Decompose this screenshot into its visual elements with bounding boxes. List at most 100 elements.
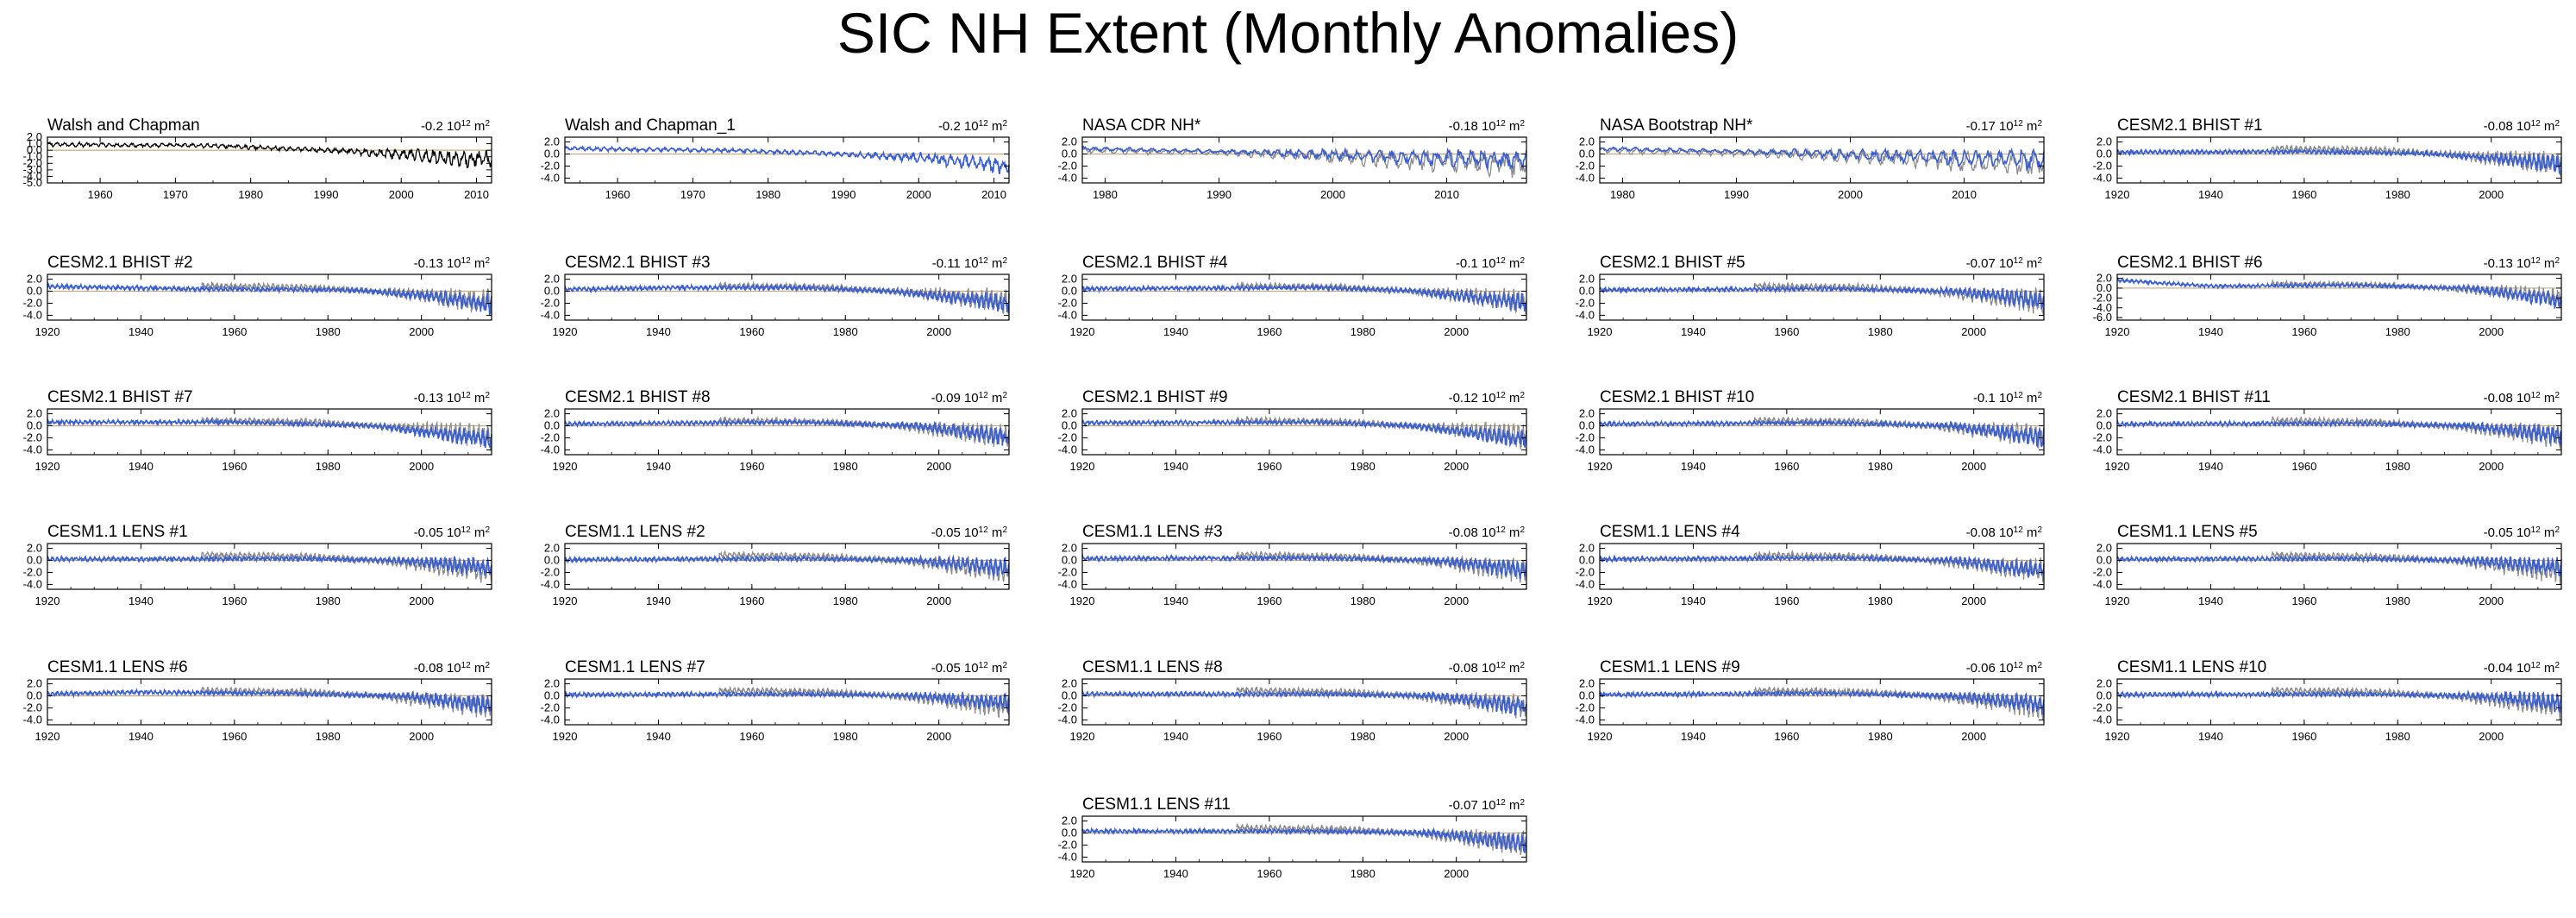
series-line bbox=[564, 689, 1010, 713]
y-tick-label: -2.0 bbox=[1576, 431, 1595, 443]
y-tick-label: 2.0 bbox=[1579, 677, 1595, 690]
plot-frame bbox=[564, 136, 1010, 184]
y-tick-label: 2.0 bbox=[27, 273, 42, 286]
panel: CESM1.1 LENS #9 -0.06 1012 m2 2.00.0-2.0-4… bbox=[1576, 658, 2045, 743]
x-tick-label: 1980 bbox=[1868, 460, 1893, 473]
y-tick-label: 0.0 bbox=[1062, 148, 1077, 160]
y-tick-label: 0.0 bbox=[27, 689, 42, 702]
panel-title: CESM1.1 LENS #3 bbox=[1082, 523, 1223, 541]
panel-title: NASA CDR NH* bbox=[1082, 116, 1201, 135]
y-tick-label: -3.0 bbox=[23, 163, 42, 176]
plot-frame bbox=[1081, 274, 1527, 321]
panel-title: Walsh and Chapman bbox=[47, 116, 200, 135]
series-line bbox=[47, 140, 492, 169]
x-tick-label: 1980 bbox=[1351, 730, 1376, 743]
x-tick-label: 2000 bbox=[2479, 188, 2504, 201]
x-tick-label: 1940 bbox=[128, 594, 154, 607]
y-tick-label: -2.0 bbox=[1576, 701, 1595, 714]
x-tick-label: 1960 bbox=[1257, 594, 1282, 607]
y-tick-label: -4.0 bbox=[1058, 577, 1077, 590]
panel-title: CESM2.1 BHIST #8 bbox=[565, 388, 711, 406]
x-tick-label: 1920 bbox=[553, 460, 578, 473]
x-tick-label: 1940 bbox=[1681, 325, 1706, 338]
x-tick-label: 1980 bbox=[2385, 594, 2410, 607]
panel-title: CESM1.1 LENS #11 bbox=[1082, 795, 1231, 814]
y-tick-label: 2.0 bbox=[27, 677, 42, 690]
x-tick-label: 2000 bbox=[2479, 460, 2504, 473]
x-tick-label: 1980 bbox=[316, 594, 341, 607]
series-line bbox=[1599, 146, 2045, 173]
y-tick-label: 0.0 bbox=[544, 285, 560, 298]
panel: CESM1.1 LENS #3 -0.08 1012 m2 2.00.0-2.0-4… bbox=[1058, 523, 1527, 607]
y-tick-label: 2.0 bbox=[27, 542, 42, 555]
series-line bbox=[2116, 276, 2562, 309]
plot-frame bbox=[1081, 543, 1527, 590]
x-tick-label: 2000 bbox=[1444, 594, 1469, 607]
x-tick-label: 1980 bbox=[1868, 325, 1893, 338]
x-tick-label: 1980 bbox=[1351, 594, 1376, 607]
y-tick-label: -5.0 bbox=[23, 176, 42, 189]
y-tick-label: 0.0 bbox=[1579, 689, 1595, 702]
x-tick-label: 1990 bbox=[314, 188, 339, 201]
y-tick-label: 2.0 bbox=[1062, 814, 1077, 827]
panel-title: CESM2.1 BHIST #7 bbox=[47, 388, 193, 406]
y-tick-label: 0.0 bbox=[27, 143, 42, 156]
panel: CESM2.1 BHIST #9 -0.12 1012 m2 2.00.0-2.0-… bbox=[1058, 388, 1527, 473]
x-tick-label: 1960 bbox=[222, 460, 247, 473]
y-tick-label: 2.0 bbox=[2097, 135, 2112, 148]
y-tick-label: 0.0 bbox=[2097, 148, 2112, 160]
x-tick-label: 1960 bbox=[1257, 325, 1282, 338]
y-tick-label: 2.0 bbox=[544, 677, 560, 690]
y-tick-label: -2.0 bbox=[1058, 296, 1077, 309]
y-tick-label: -1.0 bbox=[23, 150, 42, 163]
plot-frame bbox=[564, 274, 1010, 321]
y-tick-label: 0.0 bbox=[1579, 285, 1595, 298]
x-tick-label: 1980 bbox=[1351, 867, 1376, 880]
plot-frame bbox=[564, 408, 1010, 456]
panel-title: CESM1.1 LENS #7 bbox=[565, 658, 705, 676]
panel: CESM2.1 BHIST #10 -0.1 1012 m2 2.00.0-2.0-… bbox=[1576, 388, 2045, 473]
panel-title: CESM2.1 BHIST #9 bbox=[1082, 388, 1228, 406]
y-tick-label: 0.0 bbox=[1062, 285, 1077, 298]
panel: CESM1.1 LENS #1 -0.05 1012 m2 2.00.0-2.0-4… bbox=[23, 523, 492, 607]
x-tick-label: 1960 bbox=[1257, 460, 1282, 473]
panel: NASA CDR NH* -0.18 1012 m2 2.00.0-2.0-4.0 1… bbox=[1058, 116, 1527, 201]
x-tick-label: 1960 bbox=[739, 730, 764, 743]
y-tick-label: -4.0 bbox=[23, 443, 42, 456]
plot-frame bbox=[1081, 678, 1527, 726]
y-tick-label: 0.0 bbox=[1579, 554, 1595, 567]
panel-trend-label: -0.08 1012 m2 bbox=[1449, 661, 1526, 676]
x-tick-label: 1940 bbox=[1681, 460, 1706, 473]
y-tick-label: 0.0 bbox=[544, 148, 560, 160]
plot-frame bbox=[564, 543, 1010, 590]
y-tick-label: -2.0 bbox=[541, 296, 560, 309]
y-tick-label: 0.0 bbox=[1579, 419, 1595, 432]
x-tick-label: 1980 bbox=[2385, 188, 2410, 201]
x-tick-label: 1940 bbox=[2198, 594, 2223, 607]
panel-title: CESM1.1 LENS #2 bbox=[565, 523, 705, 541]
plot-frame bbox=[1599, 408, 2045, 456]
y-tick-label: 2.0 bbox=[2097, 407, 2112, 420]
y-tick-label: 0.0 bbox=[2097, 554, 2112, 567]
panel-trend-label: -0.07 1012 m2 bbox=[1449, 798, 1526, 814]
y-tick-label: 0.0 bbox=[27, 554, 42, 567]
panel-trend-label: -0.09 1012 m2 bbox=[931, 391, 1008, 406]
x-tick-label: 2000 bbox=[409, 594, 434, 607]
y-tick-label: -4.0 bbox=[1058, 443, 1077, 456]
y-tick-label: -4.0 bbox=[23, 169, 42, 182]
x-tick-label: 1920 bbox=[1070, 325, 1095, 338]
plot-frame bbox=[1081, 136, 1527, 184]
panel-title: CESM1.1 LENS #6 bbox=[47, 658, 188, 676]
x-tick-label: 1920 bbox=[1070, 460, 1095, 473]
y-tick-label: -2.0 bbox=[23, 565, 42, 578]
x-tick-label: 2000 bbox=[2479, 325, 2504, 338]
x-tick-label: 1940 bbox=[128, 325, 154, 338]
x-tick-label: 1960 bbox=[1774, 460, 1799, 473]
y-tick-label: 2.0 bbox=[1579, 542, 1595, 555]
y-tick-label: -2.0 bbox=[1058, 838, 1077, 851]
x-tick-label: 1980 bbox=[2385, 325, 2410, 338]
x-tick-label: 1980 bbox=[316, 325, 341, 338]
x-tick-label: 2000 bbox=[1444, 325, 1469, 338]
x-tick-label: 1960 bbox=[2291, 594, 2316, 607]
x-tick-label: 1940 bbox=[1163, 594, 1188, 607]
